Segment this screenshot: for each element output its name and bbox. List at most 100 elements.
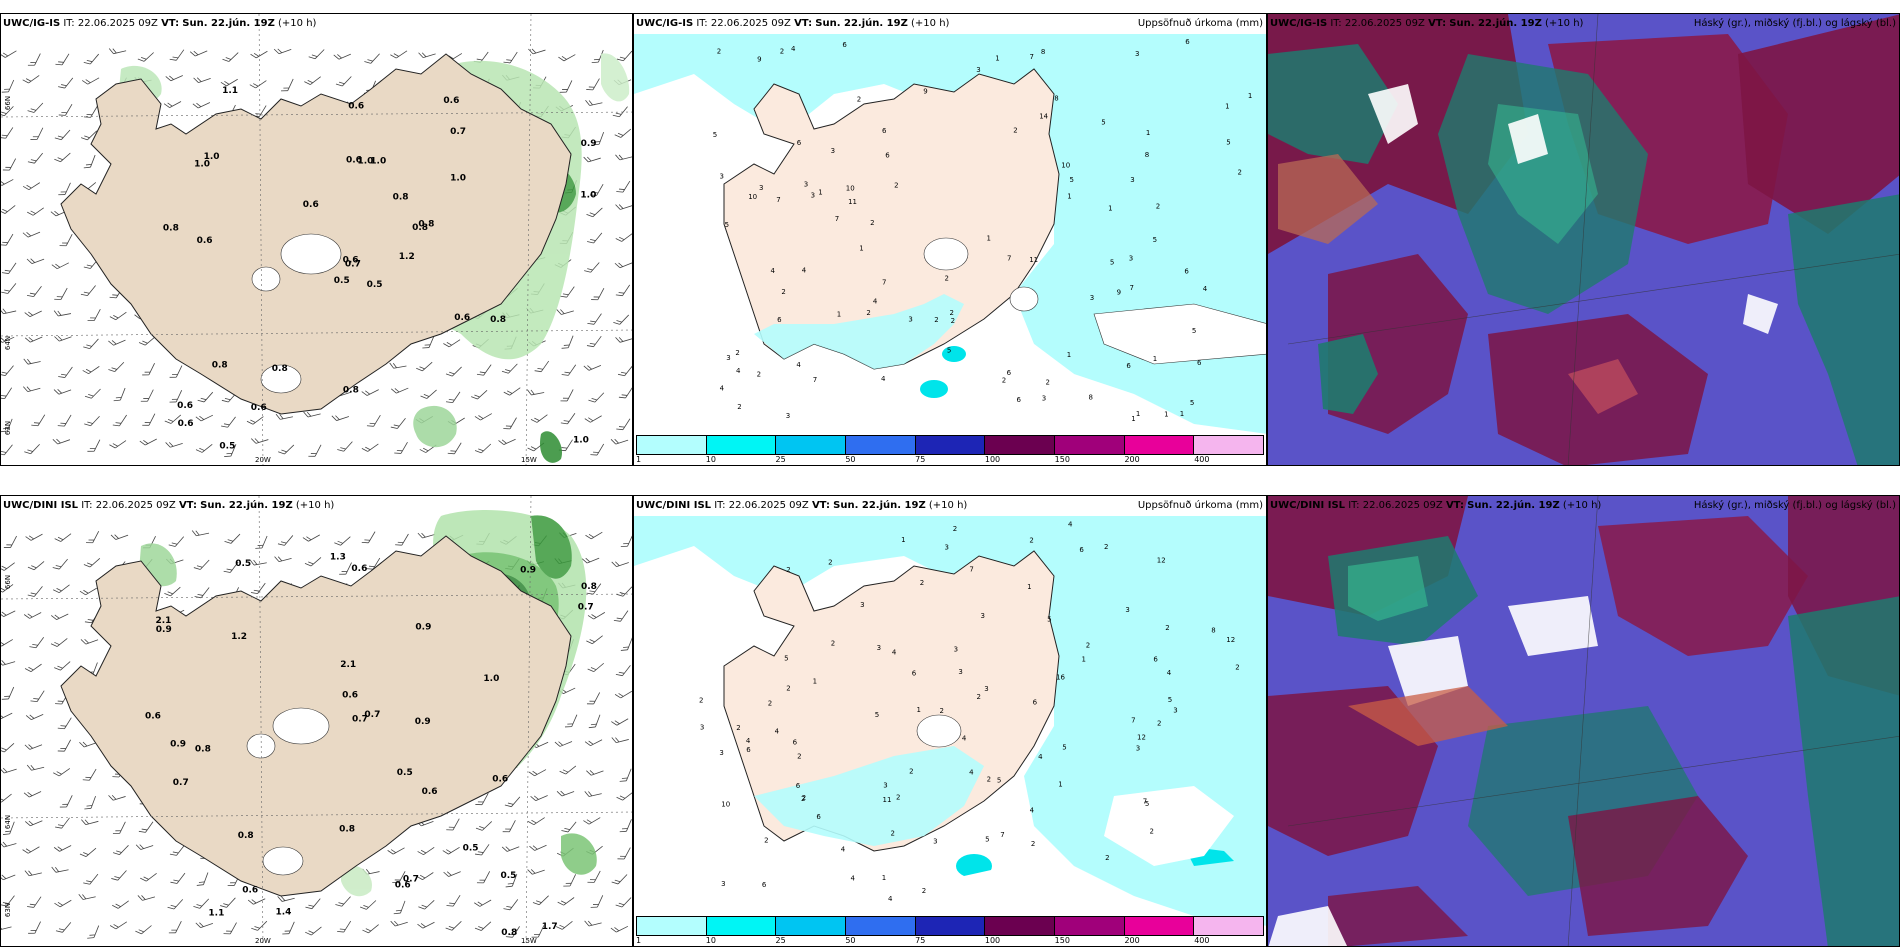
value-label: 0.6 <box>197 236 213 246</box>
value-label: 3 <box>1130 176 1134 184</box>
legend-tick: 100 <box>984 455 1001 464</box>
value-label: 1.0 <box>358 157 374 167</box>
value-label: 1 <box>859 245 863 253</box>
value-label: 0.8 <box>195 745 211 755</box>
value-label: 5 <box>1062 744 1066 752</box>
value-label: 6 <box>1184 267 1189 275</box>
value-label: 1 <box>1058 781 1062 789</box>
value-label: 0.9 <box>581 139 597 149</box>
value-label: 0.8 <box>581 582 597 592</box>
legend-swatch <box>637 436 707 454</box>
value-label: 1.1 <box>208 909 224 919</box>
value-label: 4 <box>851 875 856 883</box>
legend-tick: 1 <box>636 455 642 464</box>
value-label: 2 <box>1013 126 1017 134</box>
value-label: 1 <box>1153 355 1157 363</box>
value-label: 5 <box>1168 696 1172 704</box>
value-label: 1 <box>1082 656 1086 664</box>
value-label: 0.5 <box>367 280 383 290</box>
value-label: 3 <box>1136 744 1140 752</box>
value-label: 2.1 <box>156 616 172 626</box>
value-label: 2 <box>717 47 721 55</box>
value-label: 6 <box>1197 359 1202 367</box>
value-label: 0.6 <box>177 401 193 411</box>
value-label: 2 <box>1235 663 1239 671</box>
value-label: 9 <box>923 88 927 96</box>
legend-tick: 150 <box>1054 936 1070 945</box>
value-label: 1 <box>1027 583 1031 591</box>
value-label: 0.5 <box>334 276 350 286</box>
value-label: 5 <box>1070 176 1074 184</box>
value-label: 3 <box>877 644 881 652</box>
value-label: 0.9 <box>170 739 186 749</box>
value-label: 4 <box>1038 753 1043 761</box>
value-label: 3 <box>831 147 835 155</box>
value-label: 8 <box>1054 94 1058 102</box>
value-label: 1 <box>1180 410 1184 418</box>
legend-tick: 400 <box>1194 936 1210 945</box>
value-label: 1 <box>1067 192 1071 200</box>
value-label: 3 <box>958 668 962 676</box>
value-label: 7 <box>1007 254 1011 262</box>
value-label: 2 <box>736 724 740 732</box>
value-label: 7 <box>776 196 780 204</box>
value-label: 5 <box>875 711 879 719</box>
value-label: 3 <box>933 838 937 846</box>
value-label: 3 <box>726 354 730 362</box>
value-label: 0.6 <box>178 419 194 429</box>
value-label: 2 <box>857 96 861 104</box>
value-label: 0.7 <box>450 127 466 137</box>
value-label: 0.8 <box>490 315 506 325</box>
value-label: 1 <box>1164 410 1168 418</box>
cloud-panel-igis: UWC/IG-IS IT: 22.06.2025 09Z VT: Sun. 22… <box>1267 13 1900 466</box>
legend-swatch <box>1194 917 1264 935</box>
wind-panel-dini: 0.6 0.6 1.0 0.8 2.1 1.7 0.8 0.9 2.1 0.9 0.7 0.6 1.3 0… <box>0 495 633 947</box>
value-label: 4 <box>720 385 725 393</box>
value-label: 6 <box>1126 362 1131 370</box>
value-label: 4 <box>841 845 846 853</box>
value-label: 0.5 <box>219 442 235 452</box>
value-label: 2 <box>945 275 949 283</box>
value-label: 0.8 <box>339 825 355 835</box>
value-label: 2 <box>953 525 957 533</box>
value-label: 3 <box>908 316 912 324</box>
value-label: 4 <box>881 375 886 383</box>
value-label: 2 <box>780 48 784 56</box>
value-label: 12 <box>1157 556 1166 564</box>
value-label: 3 <box>719 749 723 757</box>
value-label: 2 <box>786 685 790 693</box>
value-label: 3 <box>804 180 808 188</box>
value-label: 0.6 <box>348 101 364 111</box>
value-label: 2 <box>894 182 898 190</box>
value-label: 2 <box>1165 624 1169 632</box>
value-label: 5 <box>1226 139 1230 147</box>
value-label: 0.9 <box>415 623 431 633</box>
value-label: 2 <box>934 316 938 324</box>
value-label: 1.0 <box>573 436 589 446</box>
value-label: 0.7 <box>352 715 368 725</box>
value-label: 2 <box>870 219 874 227</box>
value-label: 5 <box>725 221 729 229</box>
panel-title: Uppsöfnuð úrkoma (mm) <box>1137 18 1263 29</box>
value-label: 0.5 <box>235 559 251 569</box>
value-label: 1 <box>987 234 991 242</box>
value-label: 0.6 <box>242 886 258 896</box>
value-label: 0.8 <box>501 928 517 938</box>
value-label: 2 <box>977 693 981 701</box>
value-label: 2 <box>922 887 926 895</box>
value-label: 8 <box>1145 151 1149 159</box>
value-label: 7 <box>882 279 886 287</box>
lat-label-64n: 64N <box>4 814 13 830</box>
value-label: 0.7 <box>345 259 361 269</box>
value-label: 1 <box>882 874 886 882</box>
value-label: 9 <box>757 55 761 63</box>
value-label: 4 <box>802 267 807 275</box>
value-label: 2 <box>768 700 772 708</box>
panel-title: Uppsöfnuð úrkoma (mm) <box>1137 500 1263 511</box>
value-label: 1.0 <box>204 152 220 162</box>
panel-header: UWC/IG-IS IT: 22.06.2025 09Z VT: Sun. 22… <box>3 18 317 29</box>
value-label: 6 <box>912 669 917 677</box>
lat-label-66n: 66N <box>4 574 13 590</box>
value-label: 0.9 <box>520 566 536 576</box>
precip-legend: 1 10 25 50 75 100 150 200 400 <box>634 916 1266 946</box>
